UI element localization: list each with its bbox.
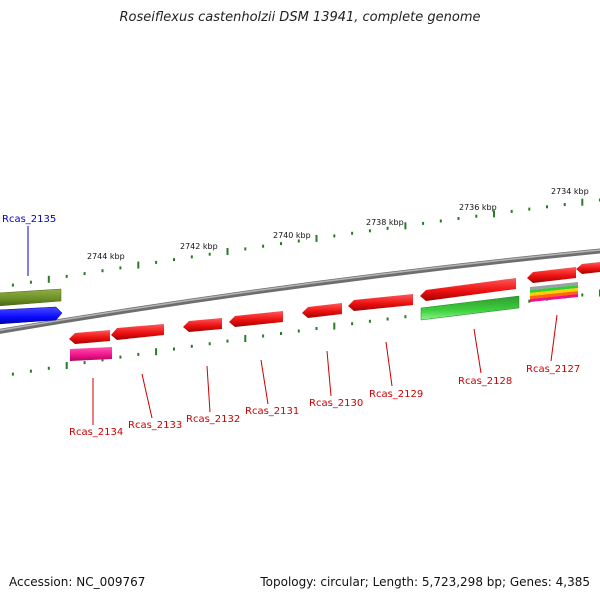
connector-rcas-2132 [206,365,211,413]
gene-multi-stack [530,282,578,302]
scale-label-2738: 2738 kbp [366,218,404,227]
gene-rcas-2129 [348,294,413,311]
genome-backbone-highlight [0,249,600,332]
scale-label-2740: 2740 kbp [273,231,311,240]
genome-backbone [0,248,600,334]
scale-label-2744: 2744 kbp [87,252,125,261]
gene-label-rcas-2131[interactable]: Rcas_2131 [245,406,299,417]
connector-rcas-2128 [473,328,482,374]
gene-rcas-2126 [576,262,600,274]
connector-rcas-2130 [326,350,332,397]
gene-label-rcas-2128[interactable]: Rcas_2128 [458,376,512,387]
scale-label-2736: 2736 kbp [459,203,497,212]
gene-label-rcas-2132[interactable]: Rcas_2132 [186,414,240,425]
gene-olive [0,288,62,307]
gene-rcas-2130 [302,303,342,318]
gene-label-rcas-2133[interactable]: Rcas_2133 [128,420,182,431]
scale-label-2734: 2734 kbp [551,187,589,196]
accession-text: Accession: NC_009767 [9,575,146,589]
gene-label-rcas-2135[interactable]: Rcas_2135 [2,214,56,225]
gene-rcas-2134-pink [70,347,112,361]
genome-summary-text: Topology: circular; Length: 5,723,298 bp… [260,575,590,589]
connector-rcas-2133 [141,373,153,419]
connector-rcas-2131 [260,359,269,405]
gene-rcas-2127 [527,267,576,283]
gene-label-rcas-2129[interactable]: Rcas_2129 [369,389,423,400]
gene-label-rcas-2134[interactable]: Rcas_2134 [69,427,123,438]
gene-label-rcas-2130[interactable]: Rcas_2130 [309,398,363,409]
connector-rcas-2129 [385,341,393,387]
outer-tick-track [11,198,600,287]
gene-blue [0,306,63,325]
gene-rcas-2134 [69,330,110,344]
gene-rcas-2128-green [420,295,520,321]
map-title: Roseiflexus castenholzii DSM 13941, comp… [119,10,481,25]
gene-rcas-2132 [183,318,222,332]
connector-rcas-2127 [550,314,558,362]
gene-rcas-2133 [111,324,164,340]
scale-label-2742: 2742 kbp [180,242,218,251]
gene-rcas-2128-red [420,278,516,301]
gene-rcas-2131 [229,311,283,327]
gene-label-rcas-2127[interactable]: Rcas_2127 [526,364,580,375]
